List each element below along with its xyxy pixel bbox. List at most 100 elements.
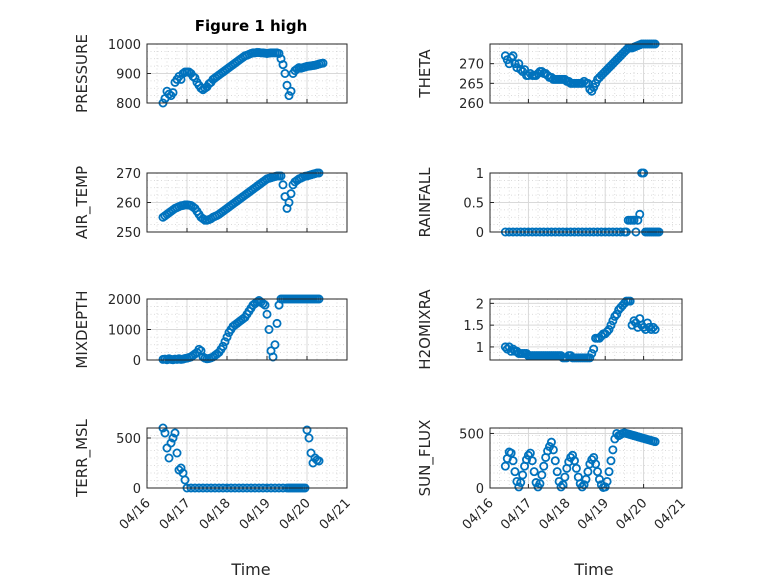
x-tick-label: 04/17 xyxy=(498,496,535,533)
y-tick-label: 0 xyxy=(476,482,484,497)
data-point xyxy=(286,86,296,96)
y-tick-label: 500 xyxy=(116,432,141,447)
x-tick-label: 04/18 xyxy=(197,496,234,533)
axes-border xyxy=(489,43,683,104)
data-point xyxy=(510,467,520,477)
data-point xyxy=(642,318,652,328)
y-tick-label: 0 xyxy=(476,226,484,241)
data-point xyxy=(514,482,524,492)
y-axis-label: THETA xyxy=(416,49,434,99)
axes-border xyxy=(489,298,683,361)
data-point xyxy=(648,322,658,332)
data-point xyxy=(166,438,176,448)
data-point xyxy=(602,327,612,337)
data-point xyxy=(218,341,228,351)
data-point xyxy=(550,456,560,466)
subplot-mixdepth: 0 1000 2000 MIXDEPTH xyxy=(73,290,348,369)
data-point xyxy=(529,467,539,477)
axes-border xyxy=(489,172,683,233)
subplot-pressure: 800 900 1000 PRESSURE xyxy=(73,34,348,113)
y-axis-label: TERR_MSL xyxy=(73,418,92,497)
data-point xyxy=(589,344,599,354)
data-point xyxy=(302,425,312,435)
data-point xyxy=(600,482,610,492)
x-tick-label: 04/21 xyxy=(317,496,354,533)
y-tick-label: 900 xyxy=(116,68,141,83)
x-tick-label: 04/16 xyxy=(460,496,497,533)
data-point xyxy=(278,180,288,190)
data-point xyxy=(602,476,612,486)
data-point xyxy=(535,479,545,489)
subplot-sun_flux: 0 500 04/16 04/17 04/18 04/19 04/20 04/21 SUN_FL… xyxy=(416,420,689,533)
data-point xyxy=(272,318,282,328)
data-point xyxy=(537,470,547,480)
y-tick-label: 270 xyxy=(459,58,484,73)
data-point xyxy=(500,342,510,352)
data-point xyxy=(318,58,328,68)
y-axis-label: PRESSURE xyxy=(73,34,91,113)
x-tick-label: 04/20 xyxy=(613,496,650,533)
data-point xyxy=(577,482,587,492)
y-axis-label: SUN_FLUX xyxy=(416,420,435,497)
data-point xyxy=(650,437,660,447)
data-point xyxy=(587,348,597,358)
axes-border xyxy=(146,172,348,233)
data-point xyxy=(268,352,278,362)
data-point xyxy=(260,300,270,310)
y-axis-label: RAINFALL xyxy=(416,167,434,238)
data-point xyxy=(506,346,516,356)
data-point xyxy=(608,445,618,455)
y-axis-label: AIR_TEMP xyxy=(73,166,92,239)
data-point xyxy=(220,337,230,347)
data-point xyxy=(612,309,622,319)
data-point xyxy=(564,457,574,467)
data-point xyxy=(168,88,178,98)
data-point xyxy=(270,340,280,350)
data-point xyxy=(276,171,286,181)
data-point xyxy=(508,51,518,61)
data-point xyxy=(222,332,232,342)
data-point xyxy=(190,73,200,83)
data-point xyxy=(160,428,170,438)
y-tick-label: 2 xyxy=(476,297,484,312)
y-tick-label: 800 xyxy=(116,97,141,112)
x-tick-label: 04/19 xyxy=(237,496,274,533)
data-point xyxy=(508,456,518,466)
data-point xyxy=(604,324,614,334)
x-tick-label: 04/20 xyxy=(277,496,314,533)
subplot-theta: 260 265 270 THETA xyxy=(416,39,683,112)
data-point xyxy=(629,215,639,225)
y-tick-label: 265 xyxy=(459,77,484,92)
data-point xyxy=(512,476,522,486)
y-tick-label: 0.5 xyxy=(463,197,484,212)
data-point xyxy=(604,467,614,477)
data-point xyxy=(284,197,294,207)
data-point xyxy=(168,433,178,443)
subplot-h2omixra: 1 1.5 2 H2OMIXRA xyxy=(416,289,683,370)
data-point xyxy=(548,445,558,455)
data-point xyxy=(164,453,174,463)
data-point xyxy=(314,456,324,466)
data-point xyxy=(610,311,620,321)
subplot-air_temp: 250 260 270 AIR_TEMP xyxy=(73,166,348,241)
axes-border xyxy=(146,427,348,489)
axes-border xyxy=(146,298,348,361)
y-tick-label: 1.5 xyxy=(463,319,484,334)
y-tick-label: 0 xyxy=(133,354,141,369)
data-point xyxy=(556,482,566,492)
data-point xyxy=(278,60,288,70)
data-point xyxy=(552,467,562,477)
y-tick-label: 1000 xyxy=(108,324,141,339)
y-tick-label: 250 xyxy=(116,226,141,241)
data-point xyxy=(594,474,604,484)
data-point xyxy=(518,470,528,480)
data-point xyxy=(577,78,587,88)
data-point xyxy=(625,296,635,306)
x-tick-label: 04/21 xyxy=(652,496,689,533)
y-axis-label: H2OMIXRA xyxy=(416,289,434,370)
data-point xyxy=(650,324,660,334)
data-point xyxy=(635,209,645,219)
data-point xyxy=(176,463,186,473)
